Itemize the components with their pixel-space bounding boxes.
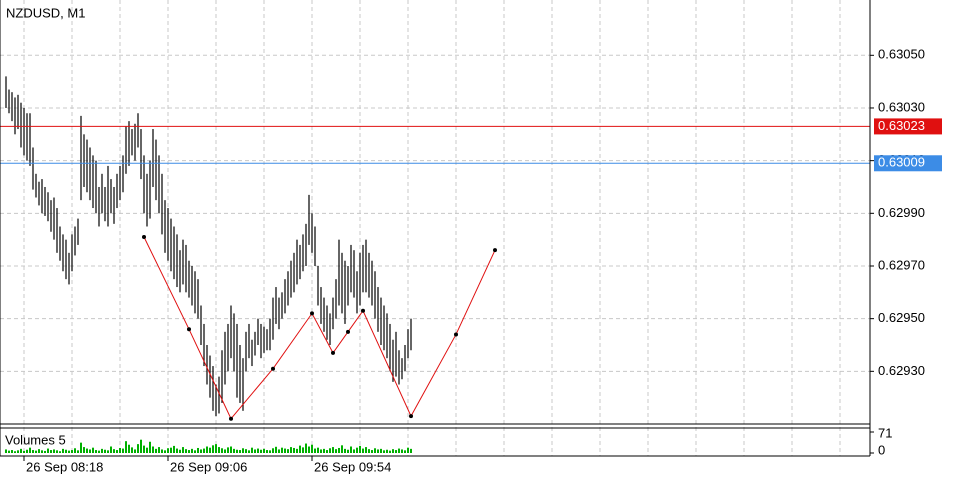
zigzag-point	[493, 248, 497, 253]
x-tick-label: 26 Sep 08:18	[26, 459, 103, 474]
zigzag-point	[271, 366, 275, 371]
grid	[0, 0, 870, 456]
y-tick-label: 0.62970	[878, 257, 925, 272]
volume-tick-label: 0	[878, 442, 885, 457]
zigzag-point	[361, 308, 365, 313]
zigzag-point	[310, 311, 314, 316]
zigzag-point	[346, 329, 350, 334]
price-tag	[874, 155, 942, 172]
y-tick-label: 0.62990	[878, 205, 925, 220]
y-tick-label: 0.63030	[878, 99, 925, 114]
x-tick-label: 26 Sep 09:06	[170, 459, 247, 474]
zigzag-point	[142, 235, 146, 240]
zigzag-point	[409, 414, 413, 419]
price-tag-label: 0.63009	[878, 155, 925, 170]
price-tag-label: 0.63023	[878, 118, 925, 133]
marks	[0, 76, 870, 453]
volume-tick-label: 71	[878, 425, 892, 440]
zigzag-point	[454, 332, 458, 337]
chart-title: NZDUSD, M1	[6, 5, 85, 20]
y-tick-label: 0.62950	[878, 310, 925, 325]
price-tag	[874, 118, 942, 135]
zigzag-point	[187, 327, 191, 332]
y-tick-label: 0.63050	[878, 47, 925, 62]
x-tick-label: 26 Sep 09:54	[314, 459, 391, 474]
volume-title: Volumes 5	[5, 432, 66, 447]
y-tick-label: 0.62930	[878, 363, 925, 378]
zigzag-point	[331, 350, 335, 355]
zigzag-point	[229, 416, 233, 421]
